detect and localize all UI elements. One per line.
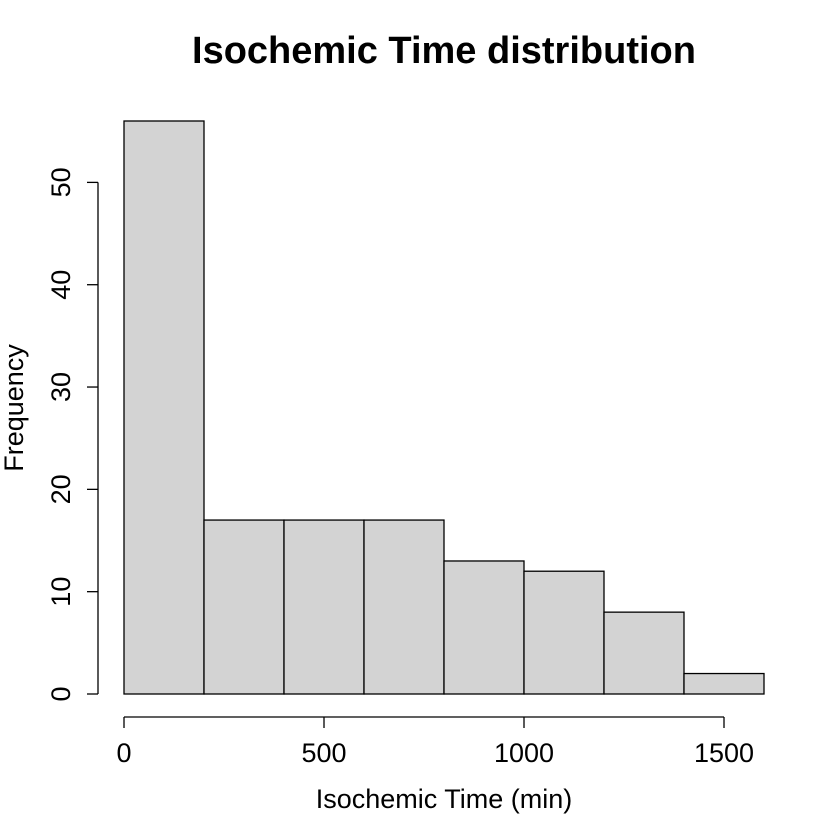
y-tick-label: 10 [46, 577, 76, 607]
y-tick-label: 0 [46, 686, 76, 701]
chart-title: Isochemic Time distribution [192, 30, 696, 72]
y-axis-label: Frequency [0, 344, 29, 472]
histogram-bar-8 [683, 672, 765, 695]
x-tick-label: 500 [301, 738, 346, 768]
histogram-bar-5 [443, 560, 525, 695]
y-tick-label: 20 [46, 474, 76, 504]
x-tick-label: 0 [116, 738, 131, 768]
x-axis-label: Isochemic Time (min) [316, 784, 573, 814]
histogram-bar-3 [283, 519, 365, 695]
bars-group [123, 120, 765, 695]
y-tick-label: 30 [46, 372, 76, 402]
histogram-bar-2 [203, 519, 285, 695]
histogram-bar-4 [363, 519, 445, 695]
x-axis: 0 500 1000 1500 [116, 716, 754, 768]
histogram-bar-1 [123, 120, 205, 695]
x-tick-label: 1000 [494, 738, 554, 768]
y-tick-label: 40 [46, 270, 76, 300]
x-tick-label: 1500 [694, 738, 754, 768]
histogram-bar-7 [603, 611, 685, 695]
histogram-bar-6 [523, 570, 605, 695]
y-tick-label: 50 [46, 167, 76, 197]
y-axis: 0 10 20 30 40 50 [46, 167, 99, 702]
